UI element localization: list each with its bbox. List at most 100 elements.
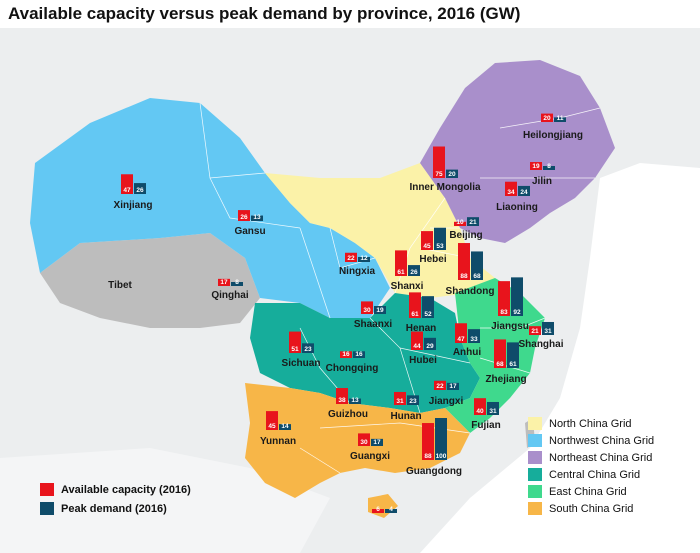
capacity-bar-hainan bbox=[372, 509, 384, 513]
demand-value-hainan: 4 bbox=[389, 506, 393, 513]
demand-value-gansu: 13 bbox=[253, 214, 261, 221]
capacity-bar-jiangsu bbox=[498, 281, 510, 316]
capacity-bar-zhejiang bbox=[494, 339, 506, 368]
province-shaanxi: 30 19 Shaanxi bbox=[354, 301, 393, 330]
demand-value-jiangxi: 17 bbox=[449, 383, 457, 390]
demand-bar-jiangxi bbox=[447, 382, 459, 390]
capacity-bar-anhui bbox=[455, 323, 467, 343]
northeast-grid-region bbox=[420, 60, 615, 243]
province-label-shanxi: Shanxi bbox=[391, 281, 424, 292]
grid-legend-item-central-china-grid: Central China Grid bbox=[528, 466, 654, 483]
capacity-bar-chongqing bbox=[340, 351, 352, 358]
legend-swatch bbox=[40, 483, 54, 496]
capacity-bar-shanghai bbox=[529, 326, 541, 335]
series-legend: Available capacity (2016) Peak demand (20… bbox=[40, 480, 191, 518]
demand-value-hunan: 23 bbox=[409, 398, 417, 405]
province-fujian: 40 31 Fujian bbox=[471, 398, 501, 431]
province-label-inner-mongolia: Inner Mongolia bbox=[409, 182, 481, 193]
province-shanghai: 21 31 Shanghai bbox=[518, 321, 564, 350]
legend-swatch bbox=[528, 451, 542, 464]
series-legend-item-available-capacity-2016-: Available capacity (2016) bbox=[40, 480, 191, 499]
chart-title: Available capacity versus peak demand by… bbox=[8, 4, 521, 23]
province-hubei: 44 29 Hubei bbox=[409, 331, 437, 366]
province-label-shanghai: Shanghai bbox=[518, 339, 563, 350]
demand-bar-jiangsu bbox=[511, 277, 523, 316]
province-henan: 61 52 Henan bbox=[406, 292, 436, 334]
south-grid-region bbox=[245, 383, 470, 498]
legend-label: Northwest China Grid bbox=[549, 434, 655, 447]
capacity-bar-henan bbox=[409, 292, 421, 318]
capacity-value-gansu: 26 bbox=[240, 214, 248, 221]
capacity-bar-shaanxi bbox=[361, 301, 373, 314]
capacity-bar-inner-mongolia bbox=[433, 146, 445, 178]
province-guizhou: 38 13 Guizhou bbox=[328, 388, 368, 420]
demand-value-heilongjiang: 11 bbox=[557, 115, 564, 122]
legend-swatch bbox=[528, 502, 542, 515]
capacity-bar-ningxia bbox=[345, 252, 357, 262]
capacity-bar-fujian bbox=[474, 398, 486, 415]
province-anhui: 47 33 Anhui bbox=[453, 323, 481, 358]
demand-bar-sichuan bbox=[302, 343, 314, 353]
capacity-value-jiangxi: 22 bbox=[436, 383, 444, 390]
legend-label: East China Grid bbox=[549, 485, 627, 498]
demand-value-inner-mongolia: 20 bbox=[448, 171, 456, 178]
demand-bar-heilongjiang bbox=[554, 117, 566, 122]
capacity-bar-yunnan bbox=[266, 411, 278, 430]
province-zhejiang: 68 61 Zhejiang bbox=[485, 339, 527, 385]
capacity-value-shaanxi: 30 bbox=[363, 307, 371, 314]
grid-legend-item-east-china-grid: East China Grid bbox=[528, 483, 654, 500]
capacity-value-sichuan: 51 bbox=[291, 346, 299, 353]
province-gansu: 26 13 Gansu bbox=[234, 210, 266, 237]
capacity-value-heilongjiang: 20 bbox=[543, 115, 551, 122]
tibet-label: Tibet bbox=[108, 280, 132, 291]
china-grid-map: Tibet 20 11 Heilongjiang 19 8 Jilin 34 24 Liaonin… bbox=[0, 28, 700, 553]
province-beijing: 10 21 Beijing bbox=[449, 217, 483, 241]
south-land bbox=[0, 448, 330, 553]
province-jiangsu: 83 92 Jiangsu bbox=[491, 277, 529, 332]
province-label-shandong: Shandong bbox=[446, 286, 495, 297]
demand-value-beijing: 21 bbox=[469, 219, 477, 226]
capacity-value-henan: 61 bbox=[411, 311, 419, 318]
demand-bar-ningxia bbox=[358, 256, 370, 262]
province-shandong: 88 68 Shandong bbox=[446, 243, 495, 297]
demand-bar-shandong bbox=[471, 251, 483, 280]
demand-value-hebei: 53 bbox=[436, 243, 444, 250]
province-label-shaanxi: Shaanxi bbox=[354, 319, 393, 330]
capacity-value-anhui: 47 bbox=[457, 336, 465, 343]
province-heilongjiang: 20 11 Heilongjiang bbox=[523, 113, 583, 141]
demand-bar-shanxi bbox=[408, 265, 420, 276]
demand-value-ningxia: 12 bbox=[360, 255, 368, 262]
province-label-liaoning: Liaoning bbox=[496, 202, 538, 213]
demand-bar-shanghai bbox=[542, 321, 554, 335]
capacity-bar-gansu bbox=[238, 210, 250, 221]
capacity-value-liaoning: 34 bbox=[507, 189, 515, 196]
province-label-qinghai: Qinghai bbox=[211, 290, 248, 301]
province-label-hunan: Hunan bbox=[390, 411, 421, 422]
grid-legend-item-north-china-grid: North China Grid bbox=[528, 415, 654, 432]
demand-value-jiangsu: 92 bbox=[513, 309, 521, 316]
demand-bar-beijing bbox=[467, 217, 479, 226]
demand-value-shaanxi: 19 bbox=[376, 307, 384, 314]
tibet-region bbox=[40, 233, 260, 328]
demand-bar-yunnan bbox=[279, 424, 291, 430]
province-label-jiangsu: Jiangsu bbox=[491, 321, 529, 332]
demand-value-xinjiang: 26 bbox=[136, 187, 144, 194]
demand-value-guizhou: 13 bbox=[351, 397, 359, 404]
capacity-bar-liaoning bbox=[505, 181, 517, 196]
capacity-value-chongqing: 16 bbox=[342, 351, 350, 358]
demand-bar-gansu bbox=[251, 215, 263, 221]
demand-bar-hebei bbox=[434, 227, 446, 250]
capacity-bar-shanxi bbox=[395, 250, 407, 276]
demand-value-chongqing: 16 bbox=[355, 351, 363, 358]
capacity-bar-hebei bbox=[421, 231, 433, 250]
series-legend-item-peak-demand-2016-: Peak demand (2016) bbox=[40, 499, 191, 518]
demand-value-yunnan: 14 bbox=[281, 423, 289, 430]
legend-swatch bbox=[528, 417, 542, 430]
demand-bar-guizhou bbox=[349, 398, 361, 404]
capacity-value-guizhou: 38 bbox=[338, 397, 346, 404]
demand-value-fujian: 31 bbox=[489, 408, 497, 415]
province-label-yunnan: Yunnan bbox=[260, 436, 296, 447]
capacity-bar-jilin bbox=[530, 162, 542, 170]
capacity-value-zhejiang: 68 bbox=[496, 361, 504, 368]
northwest-grid-region bbox=[30, 98, 390, 318]
